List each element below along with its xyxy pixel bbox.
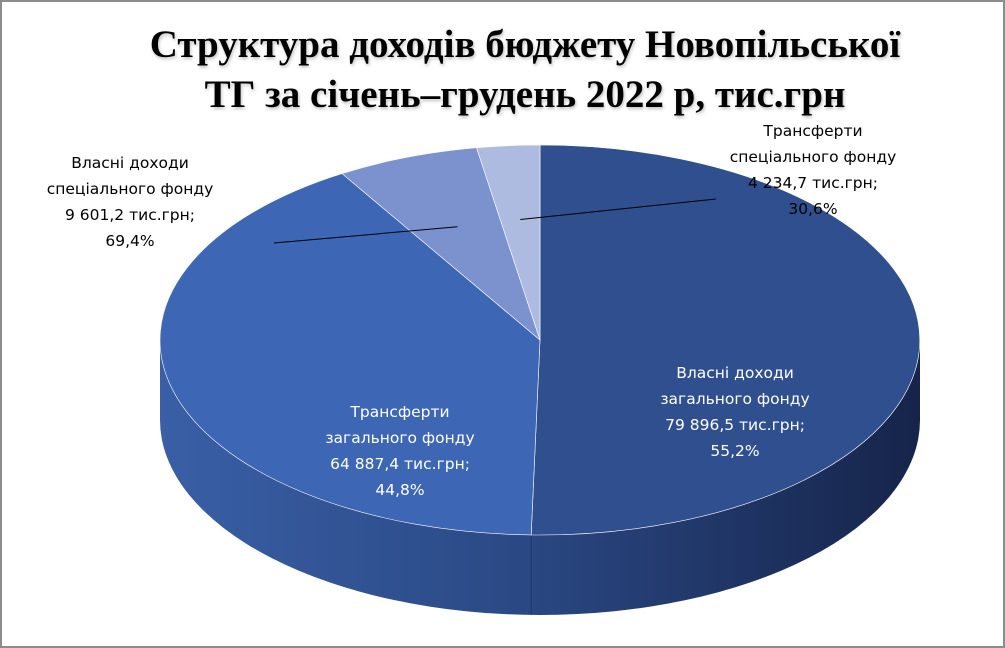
label-line: 55,2%: [710, 442, 760, 460]
leader-line-transfers-special: [520, 198, 717, 221]
chart-title-line-2: ТГ за січень–грудень 2022 р, тис.грн: [204, 73, 846, 116]
leader-line-own-revenue-special: [273, 226, 458, 244]
pie-slice-4: [476, 144, 541, 341]
label-line: Трансферти: [763, 122, 863, 140]
label-line: 79 896,5 тис.грн;: [665, 416, 805, 434]
label-line: Власні доходи: [676, 364, 794, 382]
data-label-own-revenue-special: Власні доходи спеціального фонду 9 601,2…: [20, 150, 240, 254]
data-label-transfers-special: Трансферти спеціального фонду 4 234,7 ти…: [703, 118, 923, 222]
pie-slice-2: [159, 173, 541, 536]
label-line: Трансферти: [350, 403, 450, 421]
label-line: Власні доходи: [71, 154, 189, 172]
pie-slice-1: [530, 144, 921, 536]
chart-title: Структура доходів бюджету Новопільської …: [70, 20, 980, 120]
label-line: спеціального фонду: [46, 180, 214, 198]
label-line: спеціального фонду: [729, 148, 897, 166]
label-line: загального фонду: [660, 390, 810, 408]
pie-side-wall: [160, 340, 920, 615]
label-line: 69,4%: [105, 232, 155, 250]
label-line: 30,6%: [788, 200, 838, 218]
data-label-transfers-general: Трансферти загального фонду 64 887,4 тис…: [280, 399, 520, 503]
chart-title-line-1: Структура доходів бюджету Новопільської: [149, 23, 901, 66]
label-line: загального фонду: [325, 429, 475, 447]
label-line: 9 601,2 тис.грн;: [65, 206, 195, 224]
label-line: 44,8%: [375, 481, 425, 499]
data-label-own-revenue-general: Власні доходи загального фонду 79 896,5 …: [615, 360, 855, 464]
label-line: 4 234,7 тис.грн;: [748, 174, 878, 192]
label-line: 64 887,4 тис.грн;: [330, 455, 470, 473]
pie-slice-3: [341, 147, 541, 341]
